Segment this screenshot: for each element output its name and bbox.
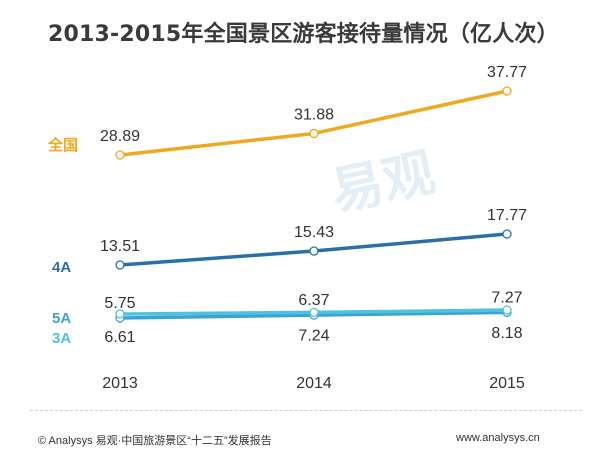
data-label: 6.61 xyxy=(104,329,135,346)
series-label-4A: 4A xyxy=(52,259,71,276)
data-label: 7.24 xyxy=(298,327,329,344)
series-label-3A: 3A xyxy=(52,330,71,347)
data-point xyxy=(502,86,512,96)
footer-source: © Analysys 易观·中国旅游景区“十二五”发展报告 xyxy=(38,435,272,447)
data-label: 6.37 xyxy=(298,292,329,309)
data-label: 5.75 xyxy=(104,295,135,312)
data-label: 15.43 xyxy=(294,224,334,241)
data-label: 28.89 xyxy=(100,128,140,145)
data-point xyxy=(115,150,125,160)
chart-title: 2013-2015年全国景区游客接待量情况（亿人次） xyxy=(48,22,559,47)
series-label-全国: 全国 xyxy=(47,136,78,154)
data-point xyxy=(115,260,125,270)
data-point xyxy=(115,309,125,319)
data-label: 31.88 xyxy=(294,106,334,123)
data-label: 7.27 xyxy=(491,289,522,306)
footer-divider xyxy=(30,410,582,411)
data-point xyxy=(309,307,319,318)
x-tick-label: 2014 xyxy=(296,375,332,392)
footer-website: www.analysys.cn xyxy=(456,432,540,444)
x-tick-label: 2013 xyxy=(102,375,138,392)
data-point xyxy=(502,229,512,239)
data-label: 17.77 xyxy=(487,207,527,224)
data-label: 13.51 xyxy=(100,238,140,255)
x-tick-label: 2015 xyxy=(489,375,525,392)
data-label: 8.18 xyxy=(491,325,522,342)
data-point xyxy=(309,246,319,256)
data-label: 37.77 xyxy=(487,64,527,81)
data-point xyxy=(309,128,319,139)
data-point xyxy=(502,305,512,315)
series-label-5A: 5A xyxy=(52,310,71,327)
